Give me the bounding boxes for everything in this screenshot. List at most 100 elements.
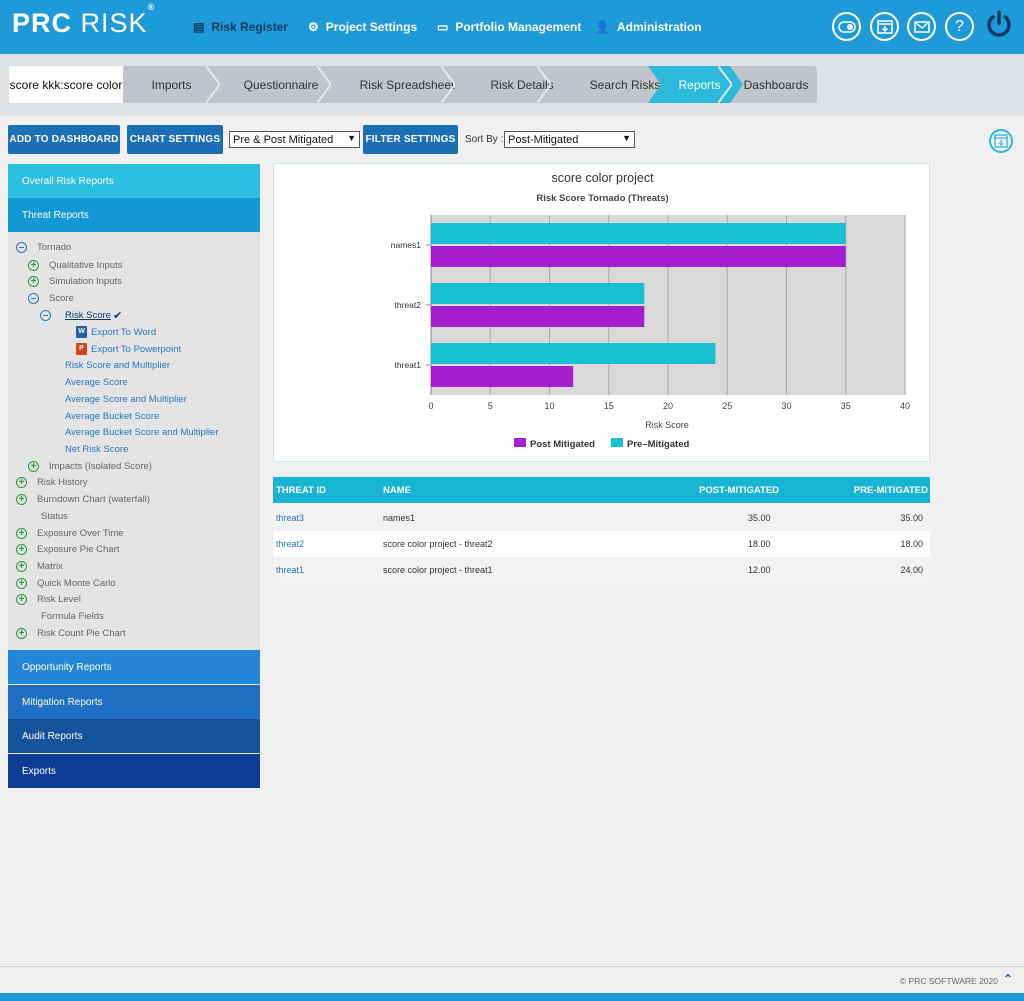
bar-pre-mitigated: [431, 343, 716, 364]
add-to-dashboard-button[interactable]: ADD TO DASHBOARD: [8, 125, 120, 154]
mitigation-select-value: Pre & Post Mitigated: [233, 133, 334, 146]
threat-id-link[interactable]: threat3: [276, 513, 305, 523]
tree-average-bucket-score[interactable]: Average Bucket Score: [65, 411, 160, 422]
expand-icon[interactable]: +: [16, 477, 27, 488]
tree-matrix[interactable]: + Matrix: [16, 561, 63, 572]
tree-formula-fields[interactable]: Formula Fields: [41, 611, 104, 622]
nav-portfolio-management[interactable]: ▭ Portfolio Management: [437, 0, 581, 54]
chevron-down-icon: ▼: [347, 133, 356, 143]
user-icon: 👤: [595, 20, 610, 34]
tree-average-bucket-score-multiplier[interactable]: Average Bucket Score and Multiplier: [65, 427, 219, 438]
tree-status[interactable]: Status: [41, 511, 68, 522]
tree-risk-level[interactable]: + Risk Level: [16, 594, 81, 605]
tree-exposure-over-time[interactable]: + Exposure Over Time: [16, 528, 124, 539]
nav-administration[interactable]: 👤 Administration: [595, 0, 702, 54]
col-name[interactable]: NAME: [383, 484, 411, 496]
tree-average-score-multiplier[interactable]: Average Score and Multiplier: [65, 394, 187, 405]
col-pre-mitigated[interactable]: PRE-MITIGATED: [853, 484, 928, 496]
step-risk-spreadsheet[interactable]: Risk Spreadsheet: [359, 77, 455, 92]
exports[interactable]: Exports: [8, 754, 260, 788]
export-to-powerpoint[interactable]: P Export To Powerpoint: [76, 343, 181, 355]
threat-id-link[interactable]: threat2: [276, 539, 305, 549]
tree-risk-score-multiplier[interactable]: Risk Score and Multiplier: [65, 360, 171, 371]
expand-icon[interactable]: +: [28, 461, 39, 472]
tree-score[interactable]: – Score: [28, 293, 74, 304]
nav-risk-register[interactable]: ▤ Risk Register: [193, 0, 288, 54]
mitigation-select[interactable]: Pre & Post Mitigated ▼: [229, 131, 360, 148]
x-tick-label: 30: [781, 401, 791, 411]
tree-average-score[interactable]: Average Score: [65, 377, 128, 388]
overall-risk-reports[interactable]: Overall Risk Reports: [8, 164, 260, 198]
tree-impacts[interactable]: + Impacts (Isolated Score): [28, 461, 152, 472]
tree-risk-history[interactable]: + Risk History: [16, 477, 88, 488]
threat-id-link[interactable]: threat1: [276, 565, 305, 575]
mitigation-reports[interactable]: Mitigation Reports: [8, 685, 260, 719]
filter-settings-button[interactable]: FILTER SETTINGS: [363, 125, 458, 154]
nav-project-settings[interactable]: ⚙ Project Settings: [308, 0, 417, 54]
table-header: THREAT ID NAME POST-MITIGATED PRE-MITIGA…: [273, 477, 930, 503]
download-icon[interactable]: [989, 129, 1013, 153]
tree-risk-count-pie[interactable]: + Risk Count Pie Chart: [16, 628, 126, 639]
export-window-icon[interactable]: [870, 12, 899, 41]
col-threat-id[interactable]: THREAT ID: [276, 484, 326, 496]
x-tick-label: 40: [900, 401, 910, 411]
col-post-mitigated[interactable]: POST-MITIGATED: [699, 484, 780, 496]
power-icon[interactable]: [984, 9, 1014, 43]
collapse-icon[interactable]: –: [28, 293, 39, 304]
category-label: threat1: [395, 360, 422, 370]
expand-icon[interactable]: +: [16, 628, 27, 639]
step-search-risks[interactable]: Search Risks: [589, 77, 661, 92]
chart-settings-button[interactable]: CHART SETTINGS: [127, 125, 223, 154]
x-tick-label: 25: [722, 401, 732, 411]
step-imports[interactable]: Imports: [151, 77, 192, 92]
threat-reports[interactable]: Threat Reports: [8, 198, 260, 232]
tree-risk-count-pie-label: Risk Count Pie Chart: [37, 628, 126, 639]
export-to-word[interactable]: W Export To Word: [76, 326, 156, 338]
scroll-top-icon[interactable]: ⌃: [1003, 972, 1014, 986]
expand-icon[interactable]: +: [28, 260, 39, 271]
project-name[interactable]: score kkk:score color: [9, 66, 123, 103]
x-tick-label: 5: [488, 401, 493, 411]
tree-tornado-label: Tornado: [37, 242, 72, 253]
app-logo[interactable]: PRC RISK®: [12, 2, 155, 39]
tree-exposure-pie[interactable]: + Exposure Pie Chart: [16, 544, 119, 555]
tree-risk-level-label: Risk Level: [37, 594, 81, 605]
audit-reports[interactable]: Audit Reports: [8, 719, 260, 753]
top-bar: PRC RISK® ▤ Risk Register ⚙ Project Sett…: [0, 0, 1024, 54]
x-tick-label: 35: [841, 401, 851, 411]
tree-burndown[interactable]: + Burndown Chart (waterfall): [16, 494, 150, 505]
collapse-icon[interactable]: –: [16, 242, 27, 253]
step-risk-details[interactable]: Risk Details: [490, 77, 554, 92]
opportunity-reports[interactable]: Opportunity Reports: [8, 650, 260, 684]
legend-label: Pre–Mitigated: [627, 439, 689, 450]
nav-risk-register-label: Risk Register: [211, 20, 289, 34]
help-icon[interactable]: ?: [945, 12, 974, 41]
sort-select[interactable]: Post-Mitigated ▼: [504, 131, 635, 148]
word-icon: W: [76, 326, 87, 338]
mail-icon[interactable]: [907, 12, 936, 41]
expand-icon[interactable]: +: [28, 276, 39, 287]
step-questionnaire[interactable]: Questionnaire: [243, 77, 319, 92]
toggle-icon[interactable]: [832, 12, 861, 41]
table-row: threat2 score color project - threat2 18…: [273, 531, 930, 557]
sort-select-value: Post-Mitigated: [508, 133, 579, 146]
expand-icon[interactable]: +: [16, 544, 27, 555]
expand-icon[interactable]: +: [16, 594, 27, 605]
collapse-icon[interactable]: –: [40, 310, 51, 321]
expand-icon[interactable]: +: [16, 528, 27, 539]
legend-swatch: [611, 438, 623, 447]
tree-net-risk-score[interactable]: Net Risk Score: [65, 444, 129, 455]
step-reports[interactable]: Reports: [648, 66, 743, 103]
step-dashboards[interactable]: Dashboards: [743, 77, 809, 92]
expand-icon[interactable]: +: [16, 494, 27, 505]
tree-risk-history-label: Risk History: [37, 477, 88, 488]
tree-qualitative-inputs[interactable]: + Qualitative Inputs: [28, 260, 122, 271]
tree-simulation-inputs[interactable]: + Simulation Inputs: [28, 276, 122, 287]
expand-icon[interactable]: +: [16, 561, 27, 572]
bar-post-mitigated: [431, 246, 846, 267]
tree-quick-monte-carlo[interactable]: + Quick Monte Carlo: [16, 578, 116, 589]
expand-icon[interactable]: +: [16, 578, 27, 589]
tree-risk-score[interactable]: – Risk Score ✔: [40, 309, 122, 322]
tree-tornado[interactable]: – Tornado: [16, 242, 71, 253]
table-row: threat1 score color project - threat1 12…: [273, 557, 930, 583]
